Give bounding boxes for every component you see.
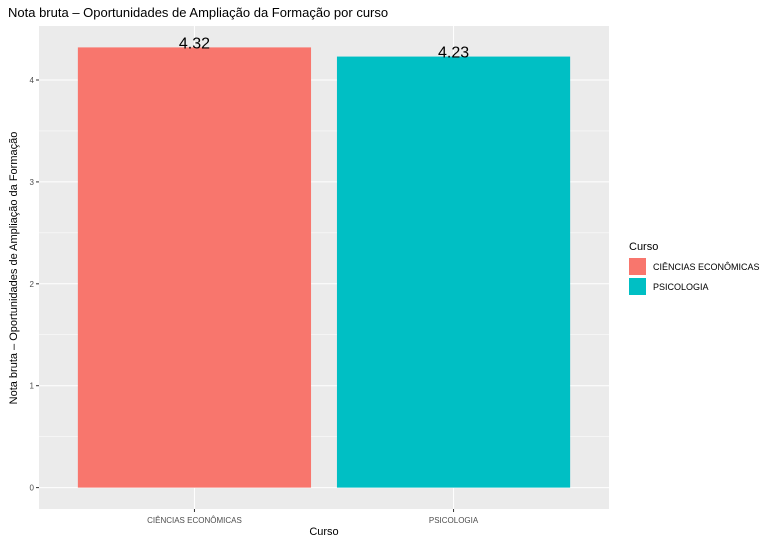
chart-title: Nota bruta – Oportunidades de Ampliação … bbox=[8, 5, 388, 20]
y-tick-label: 3 bbox=[30, 178, 35, 187]
bar-value-label: 4.32 bbox=[179, 35, 210, 52]
y-axis-title: Nota bruta – Oportunidades de Ampliação … bbox=[8, 132, 20, 405]
y-tick-label: 0 bbox=[30, 484, 35, 493]
legend-key-ciencias-economicas bbox=[629, 258, 646, 275]
data-labels: 4.32 4.23 bbox=[179, 35, 469, 61]
legend-key-psicologia bbox=[629, 278, 646, 295]
y-tick-label: 4 bbox=[30, 76, 35, 85]
y-tick-label: 1 bbox=[30, 382, 35, 391]
legend-label-ciencias-economicas: CIÊNCIAS ECONÔMICAS bbox=[653, 262, 760, 272]
legend: Curso CIÊNCIAS ECONÔMICAS PSICOLOGIA bbox=[629, 241, 760, 295]
bar bbox=[77, 47, 312, 488]
legend-label-psicologia: PSICOLOGIA bbox=[653, 282, 709, 292]
bar bbox=[336, 56, 571, 488]
x-tick-label: CIÊNCIAS ECONÔMICAS bbox=[147, 516, 242, 525]
x-axis-title: Curso bbox=[309, 526, 338, 537]
x-axis: CIÊNCIAS ECONÔMICAS PSICOLOGIA bbox=[147, 509, 479, 525]
y-tick-label: 2 bbox=[30, 280, 35, 289]
bar-value-label: 4.23 bbox=[438, 45, 469, 62]
y-axis: 0 1 2 3 4 bbox=[30, 76, 39, 493]
x-tick-label: PSICOLOGIA bbox=[429, 516, 479, 525]
bars bbox=[77, 47, 571, 488]
legend-title: Curso bbox=[629, 241, 658, 253]
